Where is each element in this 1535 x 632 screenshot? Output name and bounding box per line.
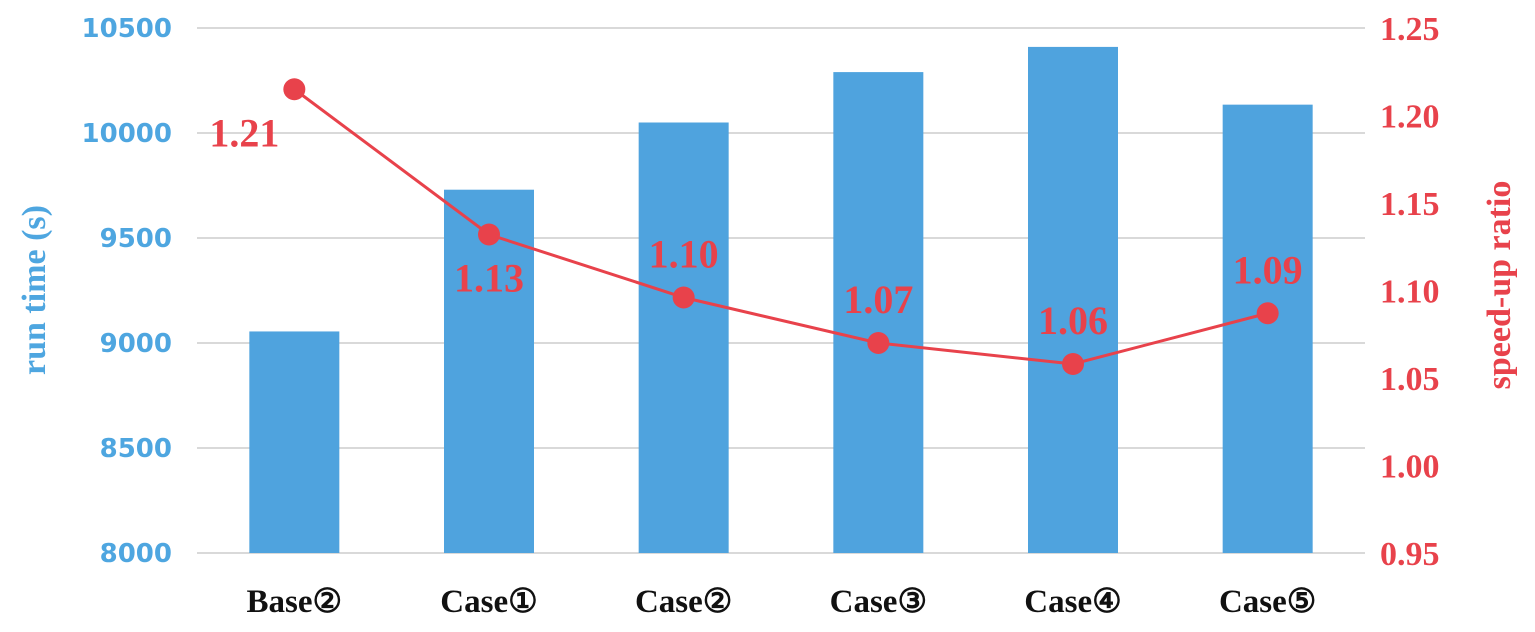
right-tick-label: 1.10 (1380, 274, 1440, 311)
bar (444, 189, 534, 553)
right-tick-label: 1.25 (1380, 11, 1440, 48)
speedup-point (1062, 353, 1084, 375)
left-tick-label: 8000 (100, 539, 172, 569)
left-axis-ticks: 8000 8500 9000 9500 10000 10500 (82, 14, 172, 569)
speedup-point (1256, 302, 1279, 325)
speedup-point (672, 286, 695, 309)
category-labels: Base② Case① Case② Case③ Case④ Case⑤ (247, 584, 1317, 620)
right-tick-label: 1.05 (1380, 361, 1440, 398)
right-tick-label: 1.20 (1380, 99, 1440, 136)
data-label: 1.09 (1233, 247, 1303, 292)
right-tick-label: 1.00 (1380, 449, 1440, 486)
speedup-point (867, 332, 890, 354)
right-axis-title: speed-up ratio (1481, 181, 1518, 390)
speedup-point (283, 78, 306, 101)
data-label: 1.10 (649, 232, 719, 277)
category-label: Case① (440, 584, 537, 620)
speedup-point (478, 223, 500, 246)
bar (1222, 104, 1313, 554)
bar (638, 122, 729, 553)
left-tick-label: 8500 (100, 434, 172, 464)
left-tick-label: 9500 (100, 224, 172, 254)
category-label: Base② (247, 584, 343, 620)
right-tick-label: 1.15 (1380, 186, 1440, 223)
left-tick-label: 9000 (100, 329, 172, 359)
bars (249, 46, 1313, 554)
left-axis-title: run time (s) (16, 205, 53, 375)
category-label: Case③ (830, 584, 927, 620)
data-label: 1.06 (1038, 298, 1108, 343)
data-label: 1.13 (454, 256, 524, 301)
speedup-line-series: 1.21 1.13 1.10 1.07 1.06 1.09 (209, 78, 1303, 375)
bar (833, 72, 924, 553)
left-tick-label: 10000 (82, 119, 172, 149)
category-label: Case④ (1024, 584, 1121, 620)
data-label: 1.07 (843, 277, 913, 322)
right-tick-label: 0.95 (1380, 536, 1440, 573)
category-label: Case② (635, 584, 732, 620)
speedup-line (293, 88, 1269, 366)
bar (249, 331, 340, 553)
right-axis-ticks: 0.95 1.00 1.05 1.10 1.15 1.20 1.25 (1380, 11, 1440, 573)
left-tick-label: 10500 (82, 14, 172, 44)
data-label: 1.21 (209, 110, 279, 155)
category-label: Case⑤ (1219, 584, 1316, 620)
bar (1028, 46, 1118, 554)
gridlines (197, 27, 1365, 554)
